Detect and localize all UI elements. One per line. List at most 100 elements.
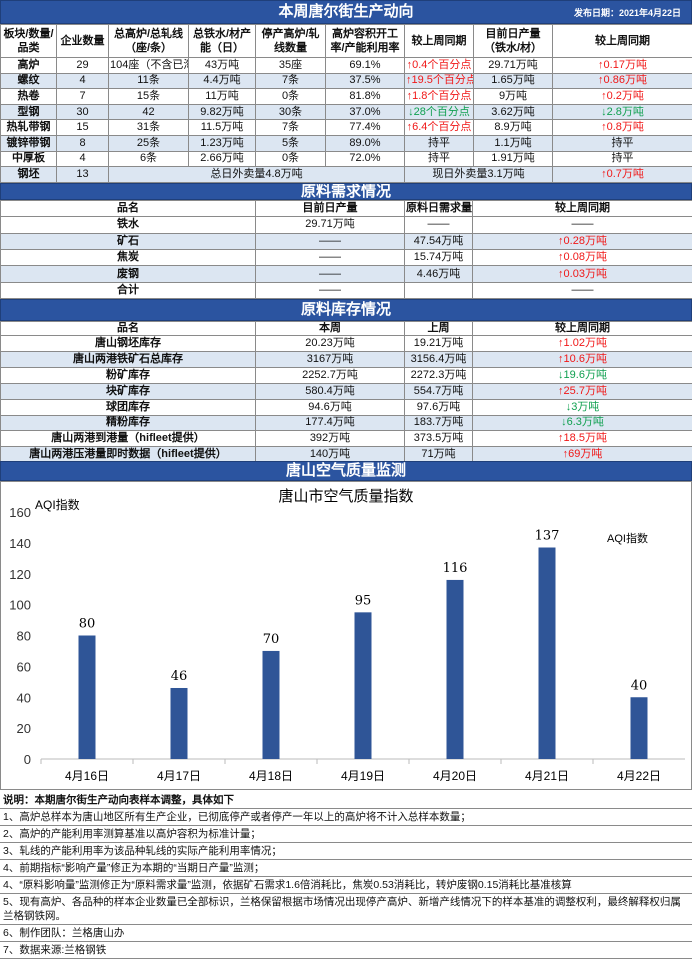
y-tick-label: 100 — [9, 598, 31, 613]
y-tick-label: 20 — [17, 721, 31, 736]
table-cell: 30 — [57, 104, 109, 120]
table-cell: 7 — [57, 89, 109, 105]
table-cell: 37.0% — [326, 104, 405, 120]
data-label: 95 — [355, 593, 372, 608]
note-item: 2、高炉的产能利用率测算基准以高炉容积为标准计量； — [0, 826, 692, 843]
column-header: 品名 — [1, 322, 256, 336]
table-cell: 0条 — [256, 89, 326, 105]
note-item: 5、现有高炉、各品种的样本企业数量已全部标识，兰格保留根据市场情况出现停产高炉、… — [0, 894, 692, 925]
table-cell: —— — [256, 249, 405, 265]
column-header: 总高炉/总轧线（座/条） — [109, 25, 189, 58]
column-header: 较上周同期 — [473, 200, 692, 216]
table-cell: 580.4万吨 — [256, 383, 405, 399]
table-cell: ↓28个百分点 — [405, 104, 474, 120]
billet-count: 13 — [57, 167, 109, 183]
table-cell: 持平 — [553, 135, 692, 151]
table-cell: 4.46万吨 — [405, 266, 473, 282]
column-header: 本周 — [256, 322, 405, 336]
table-cell: 螺纹 — [1, 73, 57, 89]
note-item: 7、数据来源:兰格钢铁 — [0, 942, 692, 959]
table-cell: 15.74万吨 — [405, 249, 473, 265]
x-tick-label: 4月22日 — [617, 769, 661, 783]
aqi-chart-svg: 唐山市空气质量指数AQI指数AQI指数020406080100120140160… — [1, 482, 691, 789]
billet-change: ↑0.7万吨 — [553, 167, 692, 183]
table-cell: 183.7万吨 — [405, 415, 473, 431]
table-cell: 69.1% — [326, 58, 405, 74]
table-cell: 块矿库存 — [1, 383, 256, 399]
table-cell: ↑6.4个百分点 — [405, 120, 474, 136]
table-cell: ↑0.4个百分点 — [405, 58, 474, 74]
column-header: 原料日需求量 — [405, 200, 473, 216]
bar-4月22日 — [631, 697, 648, 759]
table-cell: 19.21万吨 — [405, 336, 473, 352]
table-cell: 9.82万吨 — [189, 104, 256, 120]
table-cell: 精粉库存 — [1, 415, 256, 431]
table-row: 合计———— — [1, 282, 692, 298]
table-cell: ↓6.3万吨 — [473, 415, 692, 431]
table-cell: 97.6万吨 — [405, 399, 473, 415]
table-cell: 42 — [109, 104, 189, 120]
column-header: 板块/数量/品类 — [1, 25, 57, 58]
demand-title: 原料需求情况 — [0, 183, 692, 200]
table-cell: 7条 — [256, 120, 326, 136]
y-tick-label: 0 — [24, 752, 31, 767]
table-cell: 唐山两港铁矿石总库存 — [1, 351, 256, 367]
table-cell: 型钢 — [1, 104, 57, 120]
y-tick-label: 140 — [9, 536, 31, 551]
notes-heading: 说明：本期唐尔街生产动向表样本调整，具体如下 — [0, 792, 692, 809]
bar-4月17日 — [171, 688, 188, 759]
table-cell: 5条 — [256, 135, 326, 151]
table-cell: 29.71万吨 — [474, 58, 553, 74]
table-cell: 焦炭 — [1, 249, 256, 265]
x-tick-label: 4月21日 — [525, 769, 569, 783]
y-tick-label: 160 — [9, 505, 31, 520]
note-item: 4、前期指标“影响产量”修正为本期的“当期日产量”监测； — [0, 860, 692, 877]
legend-label: AQI指数 — [607, 531, 648, 545]
table-cell: ↑19.5个百分点 — [405, 73, 474, 89]
table-cell: 11条 — [109, 73, 189, 89]
table-cell: ↑0.86万吨 — [553, 73, 692, 89]
table-cell: ↑1.02万吨 — [473, 336, 692, 352]
title-text: 本周唐尔街生产动向 — [278, 3, 413, 20]
table-cell: ↑10.6万吨 — [473, 351, 692, 367]
table-cell: 30条 — [256, 104, 326, 120]
table-cell: ↑25.7万吨 — [473, 383, 692, 399]
table-cell: 47.54万吨 — [405, 233, 473, 249]
x-tick-label: 4月18日 — [249, 769, 293, 783]
table-cell: 7条 — [256, 73, 326, 89]
data-label: 70 — [263, 632, 280, 647]
table-cell: ↓3万吨 — [473, 399, 692, 415]
table-cell: 1.65万吨 — [474, 73, 553, 89]
column-header: 停产高炉/轧线数量 — [256, 25, 326, 58]
table-cell: 11万吨 — [189, 89, 256, 105]
note-item: 6、制作团队：兰格唐山办 — [0, 925, 692, 942]
table-cell: 持平 — [405, 135, 474, 151]
table-cell: 中厚板 — [1, 151, 57, 167]
table-cell: 31条 — [109, 120, 189, 136]
table-cell: —— — [256, 266, 405, 282]
table-cell: 2252.7万吨 — [256, 367, 405, 383]
table-cell: 94.6万吨 — [256, 399, 405, 415]
table-cell: 9万吨 — [474, 89, 553, 105]
table-cell: 球团库存 — [1, 399, 256, 415]
table-cell: ↓2.8万吨 — [553, 104, 692, 120]
table-cell: ↑0.08万吨 — [473, 249, 692, 265]
column-header: 目前日产量 — [256, 200, 405, 216]
table-cell: ↑0.2万吨 — [553, 89, 692, 105]
table-cell: 177.4万吨 — [256, 415, 405, 431]
table-cell: 15 — [57, 120, 109, 136]
table-row: 矿石——47.54万吨↑0.28万吨 — [1, 233, 692, 249]
table-cell: 35座 — [256, 58, 326, 74]
table-cell: 镀锌带钢 — [1, 135, 57, 151]
table-cell: 6条 — [109, 151, 189, 167]
table-cell: —— — [256, 282, 405, 298]
table-cell: 29.71万吨 — [256, 217, 405, 233]
